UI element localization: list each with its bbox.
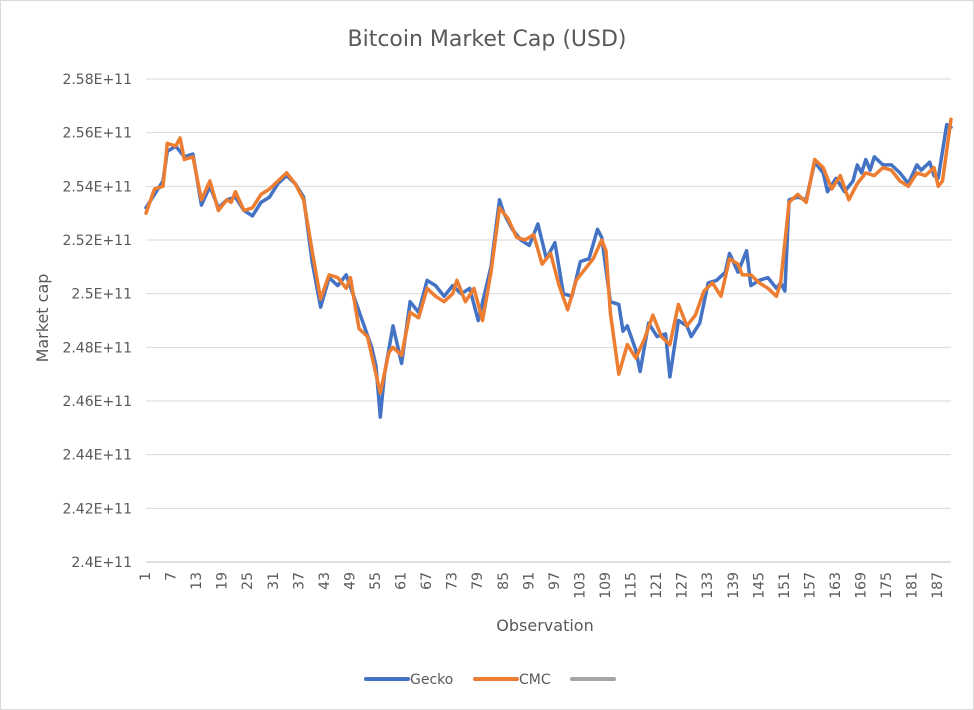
x-tick-label: 97 — [547, 572, 563, 590]
x-tick-label: 19 — [215, 572, 231, 590]
y-tick-label: 2.48E+11 — [62, 340, 132, 356]
chart-title: Bitcoin Market Cap (USD) — [347, 27, 626, 52]
x-tick-label: 187 — [930, 572, 946, 599]
series-lines — [144, 117, 953, 419]
x-tick-label: 31 — [266, 572, 282, 590]
x-tick-labels: 1 7 13 19 25 31 37 43 49 55 61 67 73 79 85 91 97 103 109 11… — [138, 572, 946, 599]
legend-label: Gecko — [410, 672, 453, 688]
y-tick-label: 2.4E+11 — [71, 555, 132, 571]
series-line-cmc — [144, 117, 953, 395]
x-tick-label: 103 — [572, 572, 588, 599]
y-tick-label: 2.44E+11 — [62, 448, 132, 464]
x-tick-label: 163 — [828, 572, 844, 599]
legend-label: CMC — [519, 672, 551, 688]
x-tick-label: 127 — [675, 572, 691, 599]
y-tick-label: 2.52E+11 — [62, 233, 132, 249]
x-tick-label: 79 — [470, 572, 486, 590]
x-tick-label: 61 — [394, 572, 410, 590]
y-axis-label: Market cap — [33, 274, 52, 363]
x-axis-label: Observation — [496, 616, 593, 635]
x-tick-label: 121 — [649, 572, 665, 599]
y-tick-label: 2.54E+11 — [62, 179, 132, 195]
y-tick-label: 2.56E+11 — [62, 126, 132, 142]
x-tick-label: 145 — [751, 572, 767, 599]
x-tick-label: 139 — [726, 572, 742, 599]
x-tick-label: 73 — [445, 572, 461, 590]
x-tick-label: 67 — [419, 572, 435, 590]
y-tick-label: 2.42E+11 — [62, 501, 132, 517]
y-tick-labels: 2.4E+11 2.42E+11 2.44E+11 2.46E+11 2.48E+11 2… — [62, 72, 132, 571]
gridlines — [146, 78, 951, 509]
x-tick-label: 115 — [624, 572, 640, 599]
y-tick-label: 2.5E+11 — [71, 287, 132, 303]
x-tick-label: 109 — [598, 572, 614, 599]
x-tick-label: 7 — [164, 572, 180, 581]
x-tick-label: 169 — [854, 572, 870, 599]
x-tick-label: 91 — [521, 572, 537, 590]
legend: Gecko CMC — [364, 672, 616, 688]
x-tick-label: 49 — [342, 572, 358, 590]
x-tick-label: 181 — [905, 572, 921, 599]
x-tick-label: 151 — [777, 572, 793, 599]
x-tick-label: 175 — [879, 572, 895, 599]
x-tick-label: 43 — [317, 572, 333, 590]
x-tick-label: 37 — [291, 572, 307, 590]
x-tick-label: 85 — [496, 572, 512, 590]
x-tick-label: 1 — [138, 572, 154, 581]
x-tick-label: 55 — [368, 572, 384, 590]
series-line-gecko — [144, 122, 953, 419]
y-tick-label: 2.58E+11 — [62, 72, 132, 88]
y-tick-label: 2.46E+11 — [62, 394, 132, 410]
x-tick-label: 157 — [802, 572, 818, 599]
x-tick-label: 133 — [700, 572, 716, 599]
x-tick-label: 13 — [189, 572, 205, 590]
x-tick-label: 25 — [240, 572, 256, 590]
